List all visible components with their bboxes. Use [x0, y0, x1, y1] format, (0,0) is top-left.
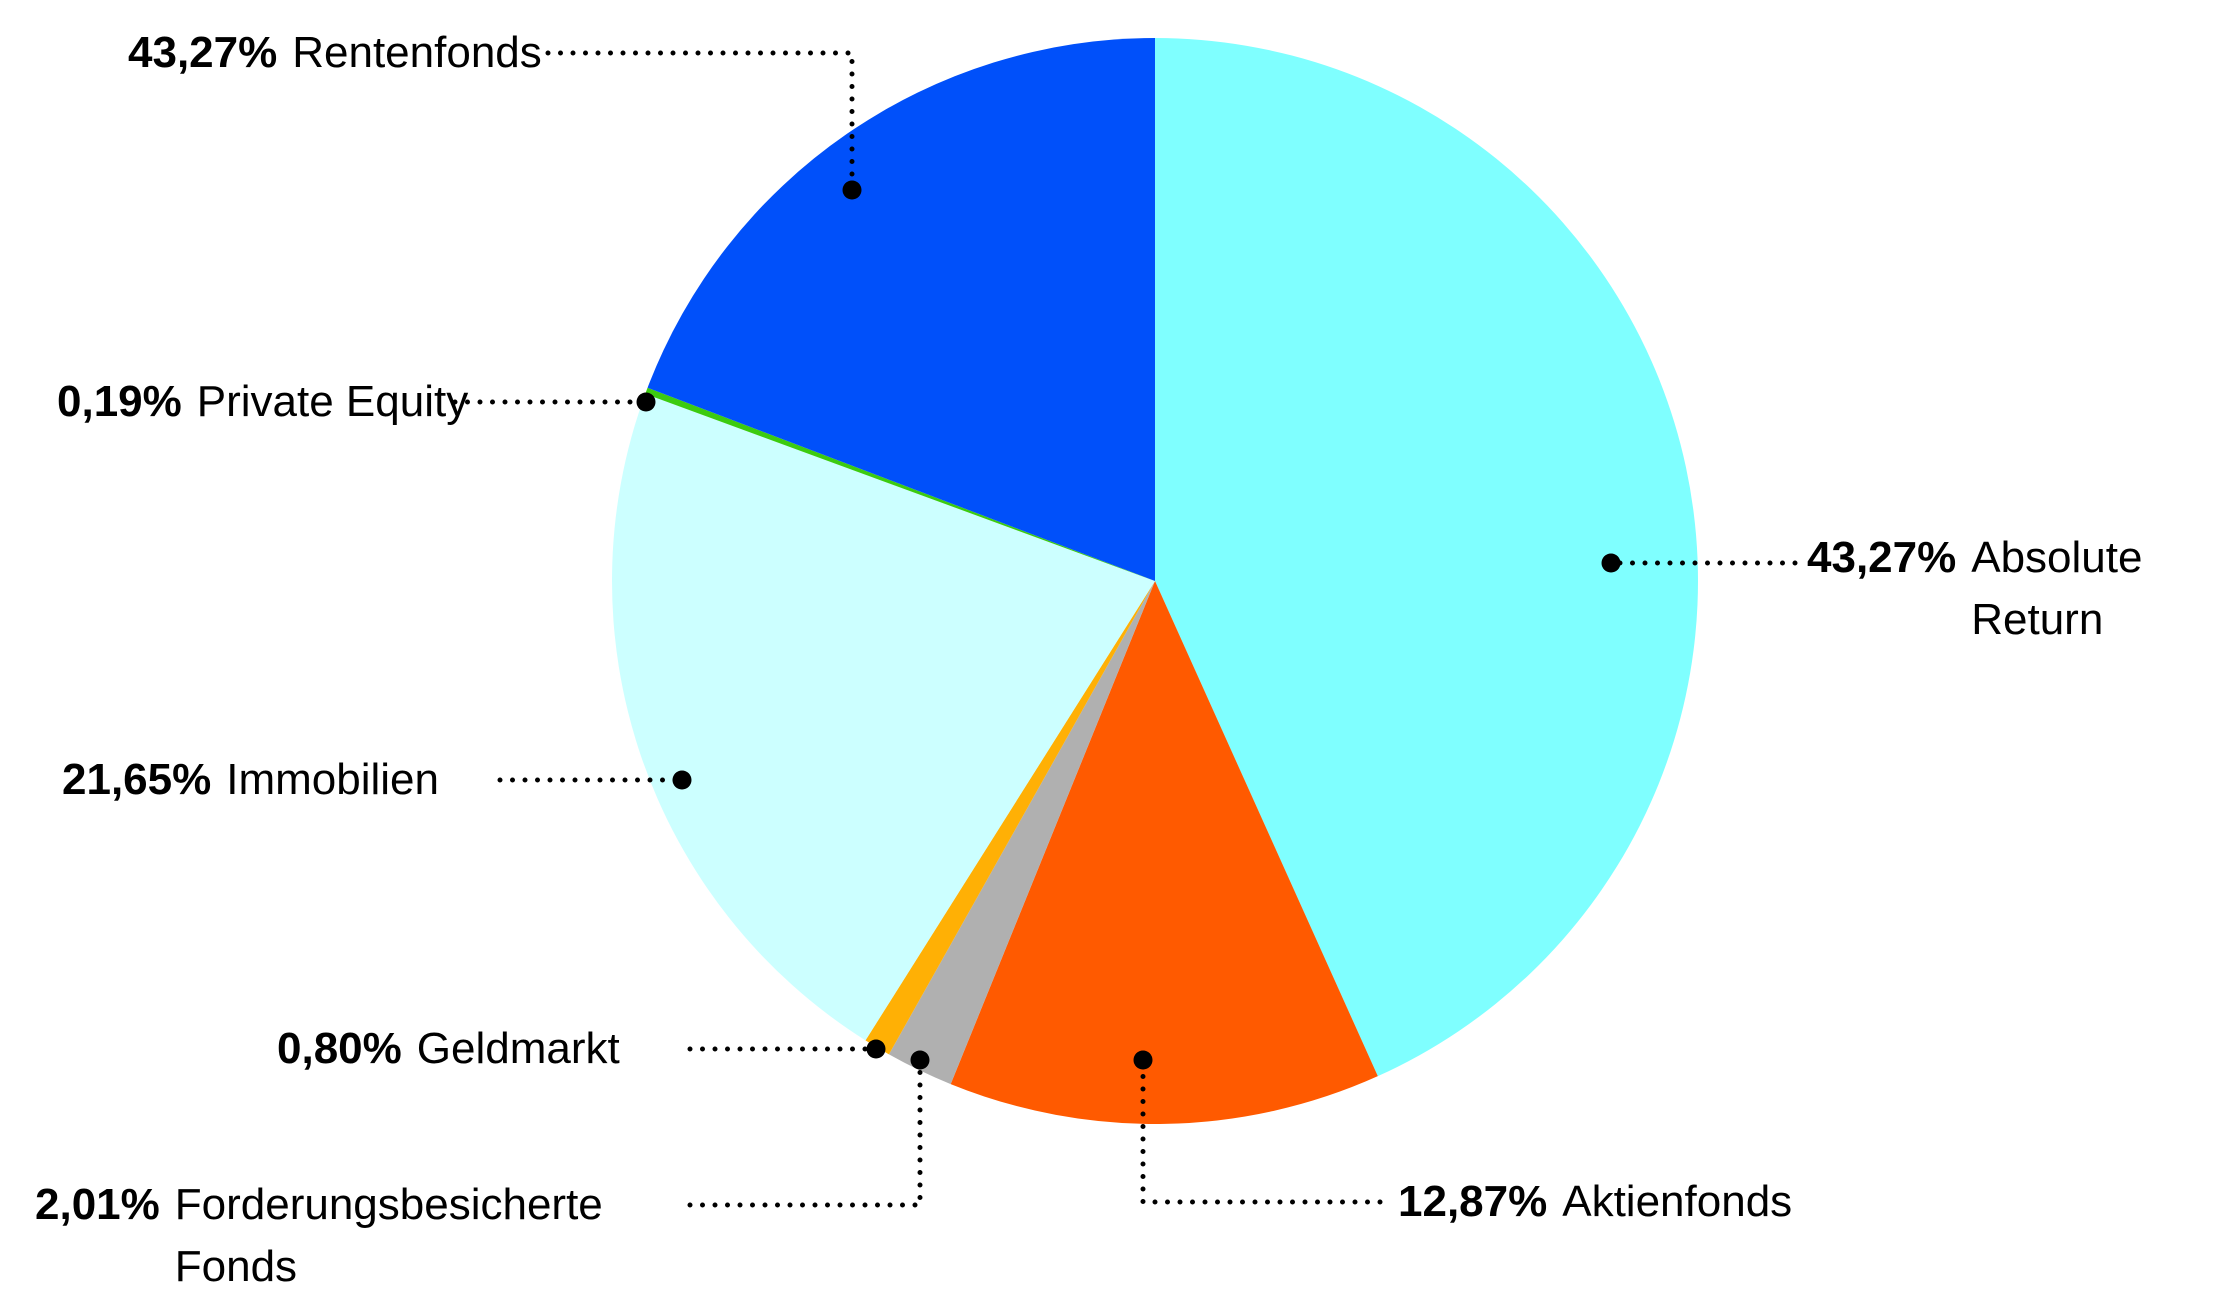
label-immobilien-percent: 21,65%	[62, 755, 212, 804]
label-forderungsbesicherte-name: Forderungsbesicherte Fonds	[175, 1174, 603, 1292]
pie-slice-immobilien	[612, 393, 1155, 1041]
dot-geldmarkt	[866, 1039, 886, 1059]
label-private-equity-name: Private Equity	[197, 371, 468, 433]
dot-aktienfonds	[1133, 1050, 1153, 1070]
label-geldmarkt-name: Geldmarkt	[417, 1018, 620, 1080]
label-aktienfonds: 12,87% Aktienfonds	[1398, 1171, 1792, 1233]
dot-absolute-return	[1601, 553, 1621, 573]
label-rentenfonds-name-line1: Rentenfonds	[292, 28, 542, 77]
pie-slices	[612, 38, 1698, 1124]
leader-lines	[452, 50, 1798, 1208]
leader-aktienfonds	[1140, 1057, 1383, 1205]
pie-slice-rentenfonds	[647, 38, 1155, 581]
pie-slice-absolute-return	[1155, 38, 1698, 1077]
label-rentenfonds-name: Rentenfonds	[292, 22, 542, 84]
leader-rentenfonds	[545, 50, 855, 193]
label-absolute-return-percent: 43,27%	[1807, 533, 1957, 582]
label-geldmarkt: 0,80% Geldmarkt	[277, 1018, 620, 1080]
label-forderungsbesicherte-fonds: 2,01% Forderungsbesicherte Fonds	[35, 1174, 603, 1292]
dot-forderungsbesicherte-fonds	[910, 1050, 930, 1070]
dot-rentenfonds	[842, 180, 862, 200]
label-aktienfonds-name-line1: Aktienfonds	[1562, 1177, 1793, 1226]
label-aktienfonds-name: Aktienfonds	[1562, 1171, 1792, 1233]
label-immobilien-name: Immobilien	[226, 749, 439, 811]
label-private-equity: 0,19% Private Equity	[57, 371, 468, 433]
label-aktienfonds-percent: 12,87%	[1398, 1177, 1548, 1226]
pie-slice-private-equity	[645, 387, 1155, 581]
pie-slice-forderungsbesicherte-fonds	[888, 581, 1155, 1085]
label-private-equity-percent: 0,19%	[57, 377, 182, 426]
pie-slice-geldmarkt	[865, 581, 1155, 1055]
label-forderungsbesicherte-name-line2: Fonds	[174, 1242, 298, 1291]
label-forderungsbesicherte-name-line1: Forderungsbesicherte	[174, 1180, 603, 1229]
pie-slice-aktienfonds	[950, 581, 1378, 1124]
label-absolute-return-name: Absolute Return	[1971, 527, 2142, 651]
label-absolute-return-name-line2: Return	[1971, 595, 2104, 644]
dot-immobilien	[672, 770, 692, 790]
label-forderungsbesicherte-percent: 2,01%	[35, 1180, 160, 1229]
leader-forderungsbesicherte-fonds	[687, 1057, 923, 1208]
label-geldmarkt-name-line1: Geldmarkt	[416, 1024, 620, 1073]
label-private-equity-name-line1: Private Equity	[196, 377, 469, 426]
label-rentenfonds: 43,27% Rentenfonds	[128, 22, 542, 84]
label-immobilien-name-line1: Immobilien	[226, 755, 439, 804]
label-absolute-return-name-line1: Absolute	[1971, 533, 2143, 582]
label-rentenfonds-percent: 43,27%	[128, 28, 278, 77]
label-absolute-return: 43,27% Absolute Return	[1807, 527, 2142, 651]
label-immobilien: 21,65% Immobilien	[62, 749, 439, 811]
dot-markers	[636, 180, 1621, 1070]
label-geldmarkt-percent: 0,80%	[277, 1024, 402, 1073]
dot-private-equity	[636, 392, 656, 412]
